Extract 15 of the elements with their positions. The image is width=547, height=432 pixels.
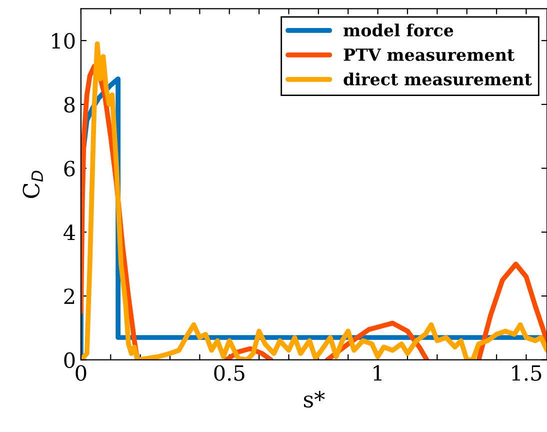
legend-label: direct measurement xyxy=(344,72,532,86)
x-axis-title: s* xyxy=(304,390,325,408)
x-tick-label: 1 xyxy=(374,365,382,381)
y-tick-label: 4 xyxy=(63,224,76,240)
y-tick-label: 8 xyxy=(64,96,75,113)
y-tick-label: 2 xyxy=(64,288,74,304)
x-tick-label: 0.5 xyxy=(214,365,244,381)
y-axis-title: C$_{D}$ xyxy=(22,170,43,198)
y-tick-label: 0 xyxy=(64,352,75,368)
legend-label: model force xyxy=(344,24,454,37)
legend-label: PTV measurement xyxy=(344,48,515,62)
x-tick-label: 1.5 xyxy=(512,365,542,381)
x-tick-label: 0 xyxy=(76,365,86,381)
y-tick-label: 10 xyxy=(52,33,75,49)
y-tick-label: 6 xyxy=(64,160,75,176)
